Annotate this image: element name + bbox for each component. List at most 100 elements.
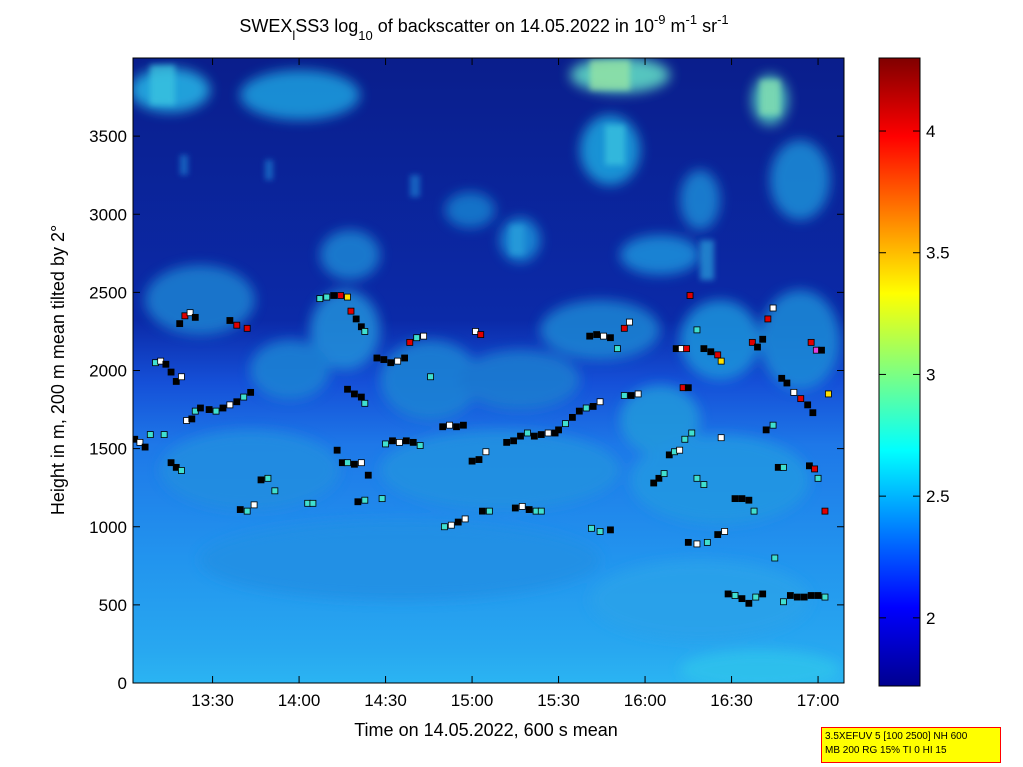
cloud-base-marker: [731, 495, 739, 503]
cloud-base-marker: [814, 474, 822, 482]
cloud-base-marker: [178, 373, 185, 381]
x-axis-label: Time on 14.05.2022, 600 s mean: [354, 720, 618, 740]
cloud-base-marker: [250, 501, 258, 509]
x-tick-label: 14:30: [364, 691, 407, 710]
cloud-base-marker: [700, 345, 708, 353]
y-tick-label: 500: [99, 596, 127, 615]
cloud-base-marker: [596, 528, 604, 535]
cloud-base-marker: [607, 526, 614, 534]
cloud-base-marker: [721, 528, 729, 535]
cloud-base-marker: [188, 415, 196, 423]
cloud-base-marker: [745, 496, 753, 504]
cloud-base-marker: [821, 593, 829, 601]
cloud-base-marker: [427, 373, 434, 381]
cloud-base-marker: [811, 465, 818, 473]
cloud-base-marker: [809, 409, 817, 417]
cloud-base-marker: [226, 317, 234, 324]
cloud-base-marker: [525, 506, 533, 513]
cloud-base-marker: [446, 421, 453, 429]
cloud-base-marker: [344, 385, 351, 393]
cloud-base-marker: [684, 384, 692, 392]
cloud-base-marker: [693, 474, 701, 482]
cloud-base-marker: [688, 429, 696, 437]
y-tick-label: 3500: [89, 127, 127, 146]
cloud-base-marker: [475, 456, 483, 463]
cloud-base-marker: [683, 345, 690, 353]
cloud-base-marker: [754, 343, 761, 351]
cloud-base-marker: [361, 399, 369, 407]
cloud-base-marker: [468, 457, 476, 465]
cloud-base-marker: [357, 393, 365, 401]
cloud-base-marker: [518, 503, 526, 510]
cloud-base-marker: [477, 331, 485, 338]
cloud-base-marker: [167, 459, 175, 467]
cloud-base-marker: [544, 429, 552, 437]
cloud-base-marker: [589, 403, 597, 410]
cloud-base-marker: [510, 437, 517, 445]
x-tick-label: 15:30: [537, 691, 580, 710]
cloud-base-marker: [700, 481, 708, 488]
cloud-base-marker: [205, 406, 213, 413]
cloud-base-marker: [236, 506, 244, 513]
cloud-base-marker: [517, 432, 524, 440]
cloud-base-marker: [337, 292, 344, 299]
y-axis-label: Height in m, 200 m mean tilted by 2°: [48, 225, 68, 515]
cloud-base-marker: [537, 431, 545, 438]
cloud-base-marker: [714, 531, 722, 538]
y-tick-label: 0: [118, 674, 127, 693]
y-tick-label: 1500: [89, 440, 127, 459]
cloud-base-marker: [627, 392, 635, 399]
cloud-base-marker: [352, 315, 360, 323]
cloud-base-marker: [351, 390, 358, 398]
cloud-base-marker: [750, 507, 758, 515]
cloud-base-marker: [479, 507, 486, 515]
cloud-base-marker: [620, 324, 628, 332]
cloud-base-marker: [219, 404, 227, 412]
cloud-base-marker: [786, 592, 794, 599]
x-tick-label: 16:30: [710, 691, 753, 710]
cloud-base-marker: [731, 592, 739, 599]
cloud-base-marker: [620, 392, 628, 399]
info-line-1: 3.5XEFUV 5 [100 2500] NH 600: [825, 731, 968, 742]
cloud-base-marker: [401, 354, 408, 362]
colorbar-ticks: 2 2.5 3 3.5 4: [879, 122, 950, 628]
colorbar-tick-label: 4: [926, 122, 935, 141]
cloud-base-marker: [714, 351, 722, 359]
cloud-base-marker: [745, 599, 753, 607]
cloud-base-marker: [447, 521, 455, 529]
cloud-base-marker: [247, 388, 255, 396]
cloud-base-marker: [562, 420, 569, 428]
title-mid2: of backscatter on 14.05.2022 in 10: [373, 16, 654, 36]
cloud-base-marker: [162, 360, 170, 368]
cloud-base-marker: [226, 401, 234, 409]
cloud-base-marker: [212, 407, 220, 415]
cloud-base-marker: [141, 443, 149, 451]
cloud-base-marker: [416, 442, 424, 449]
y-tick-label: 3000: [89, 205, 127, 224]
cloud-base-marker: [361, 328, 369, 335]
cloud-base-marker: [778, 374, 786, 382]
cloud-base-marker: [684, 538, 692, 546]
cloud-base-marker: [387, 359, 395, 367]
cloud-base-marker: [821, 507, 829, 515]
cloud-base-marker: [378, 495, 386, 503]
cloud-base-marker: [406, 338, 414, 346]
cloud-base-marker: [240, 393, 248, 401]
cloud-base-marker: [707, 348, 715, 356]
cloud-base-marker: [780, 598, 787, 606]
cloud-base-marker: [453, 423, 460, 431]
cloud-base-marker: [537, 507, 545, 515]
x-tick-label: 14:00: [278, 691, 321, 710]
cloud-base-marker: [759, 335, 767, 343]
title-prefix: SWEX: [239, 16, 292, 36]
cloud-base-marker: [724, 590, 732, 598]
cloud-base-marker: [243, 507, 251, 515]
cloud-base-marker: [264, 474, 272, 482]
cloud-base-marker: [454, 518, 462, 526]
colorbar-frame: [878, 57, 921, 687]
cloud-base-marker: [172, 378, 180, 385]
cloud-base-marker: [330, 292, 338, 299]
cloud-base-marker: [807, 338, 815, 346]
y-tick-label: 2000: [89, 362, 127, 381]
